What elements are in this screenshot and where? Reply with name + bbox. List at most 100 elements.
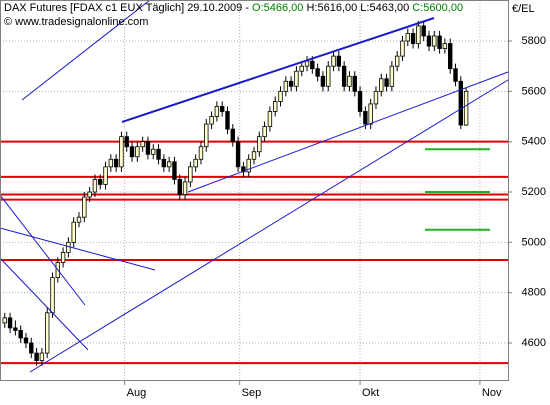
candle-body: [379, 78, 384, 92]
y-axis-label: €/EL: [512, 3, 535, 15]
candle-body: [257, 136, 262, 153]
y-tick-label: 5400: [522, 136, 546, 148]
candle-body: [13, 327, 18, 331]
instrument: DAX Futures [FDAX c1 EUX Täglich] 29.10.…: [4, 2, 249, 14]
candle-body: [2, 317, 7, 324]
candle-body: [421, 25, 426, 37]
candle-body: [405, 33, 410, 42]
candle-body: [352, 75, 357, 92]
candle-body: [76, 216, 82, 223]
y-tick-label: 5200: [522, 186, 546, 198]
candle-body: [23, 337, 29, 344]
candle-body: [193, 158, 198, 168]
y-tick-label: 5600: [522, 85, 546, 97]
candle-body: [384, 78, 389, 87]
y-tick-label: 4800: [522, 287, 546, 299]
candle-body: [453, 68, 458, 82]
candle-body: [288, 80, 294, 87]
candle-body: [50, 277, 55, 314]
watermark: © www.tradesignalonline.com: [4, 16, 148, 28]
candle-body: [262, 126, 267, 138]
candle-body: [400, 40, 405, 57]
y-tick-label: 5000: [522, 236, 546, 248]
candle-body: [273, 101, 278, 112]
candle-body: [18, 330, 23, 339]
candle-body: [172, 161, 177, 180]
candle-body: [235, 141, 241, 168]
candle-body: [267, 111, 273, 127]
candle-body: [448, 43, 453, 70]
y-tick-label: 5800: [522, 35, 546, 47]
candle-body: [177, 179, 182, 195]
candle-body: [426, 35, 432, 47]
candle-body: [151, 148, 156, 155]
plot-border: [0, 0, 509, 381]
candle-body: [204, 123, 209, 148]
candle-body: [113, 158, 119, 168]
candle-body: [341, 65, 347, 87]
candle-body: [394, 55, 400, 67]
candle-body: [60, 252, 66, 263]
candle-body: [442, 43, 448, 49]
candle-body: [331, 55, 336, 67]
candle-body: [103, 166, 108, 185]
candle-body: [368, 103, 373, 125]
candle-body: [347, 75, 352, 87]
candle-body: [87, 191, 92, 198]
candle-body: [145, 141, 151, 155]
candle-body: [283, 80, 289, 92]
candle-body: [251, 151, 257, 160]
candle-body: [416, 25, 421, 44]
candle-body: [34, 352, 39, 362]
candle-body: [278, 90, 283, 102]
header: DAX Futures [FDAX c1 EUX Täglich] 29.10.…: [4, 2, 463, 14]
candle-body: [326, 65, 331, 87]
trend-line: [0, 227, 156, 271]
candle-body: [214, 106, 220, 117]
candle-body: [198, 146, 204, 160]
candle-body: [124, 136, 129, 148]
candle-body: [225, 111, 230, 130]
candle-body: [336, 55, 342, 67]
candle-body: [458, 80, 464, 126]
trend-line: [29, 79, 509, 373]
high-label: H:5616,00: [306, 2, 357, 14]
candle-body: [304, 60, 310, 67]
candle-body: [71, 221, 76, 243]
candle-body: [188, 166, 193, 183]
candle-body: [315, 68, 320, 77]
close-label: C:5600,00: [412, 2, 463, 14]
x-tick-label: Sep: [242, 387, 262, 399]
candle-body: [310, 60, 315, 70]
candle-body: [92, 179, 98, 193]
candle-body: [98, 179, 103, 185]
trend-line: [21, 0, 151, 101]
candle-body: [437, 35, 442, 49]
candle-body: [182, 181, 188, 195]
candle-body: [246, 158, 251, 173]
candle-body: [209, 116, 214, 125]
candle-body: [320, 75, 326, 87]
candle-body: [129, 146, 135, 158]
candle-body: [108, 158, 114, 168]
candle-body: [432, 35, 437, 47]
candle-body: [135, 146, 140, 158]
candle-body: [161, 158, 167, 168]
candle-body: [140, 141, 145, 148]
candle-body: [230, 128, 235, 143]
low-label: L:5463,00: [360, 2, 409, 14]
candle-body: [166, 161, 172, 168]
candle-body: [219, 106, 225, 112]
candle-body: [373, 90, 379, 105]
x-tick-label: Okt: [362, 387, 379, 399]
candle-body: [389, 65, 395, 87]
trend-line: [0, 194, 86, 306]
trend-line: [0, 257, 89, 351]
x-tick-label: Aug: [127, 387, 147, 399]
candle-body: [44, 312, 50, 354]
candle-body: [410, 33, 416, 44]
candle-body: [363, 111, 368, 125]
y-tick-label: 4600: [522, 337, 546, 349]
open-label: O:5466,00: [252, 2, 303, 14]
